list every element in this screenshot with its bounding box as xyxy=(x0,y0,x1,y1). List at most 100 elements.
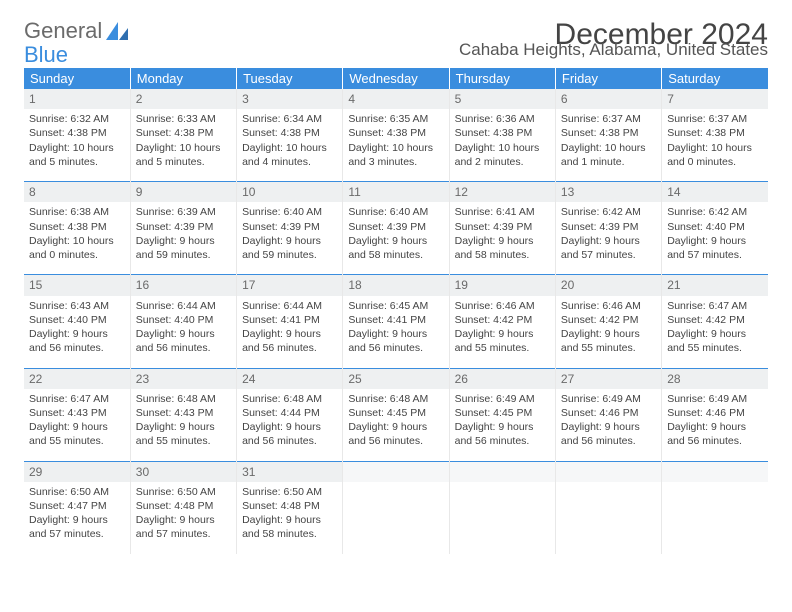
daylight-text: Daylight: 9 hours and 55 minutes. xyxy=(136,420,231,448)
calendar-day-cell: 31Sunrise: 6:50 AMSunset: 4:48 PMDayligh… xyxy=(237,461,343,554)
day-body: Sunrise: 6:49 AMSunset: 4:46 PMDaylight:… xyxy=(662,389,768,461)
day-body: Sunrise: 6:40 AMSunset: 4:39 PMDaylight:… xyxy=(343,202,448,274)
sunset-text: Sunset: 4:39 PM xyxy=(136,220,231,234)
calendar-day-cell: 22 Sunrise: 6:47 AMSunset: 4:43 PMDayligh… xyxy=(24,368,130,461)
day-number: 24 xyxy=(237,369,342,389)
day-number: 27 xyxy=(556,369,661,389)
sunrise-text: Sunrise: 6:47 AM xyxy=(667,299,763,313)
sunrise-text: Sunrise: 6:42 AM xyxy=(561,205,656,219)
day-number-empty: . xyxy=(343,462,448,482)
sunset-text: Sunset: 4:38 PM xyxy=(455,126,550,140)
day-number: 16 xyxy=(131,275,236,295)
sunrise-text: Sunrise: 6:44 AM xyxy=(136,299,231,313)
day-body: Sunrise: 6:41 AMSunset: 4:39 PMDaylight:… xyxy=(450,202,555,274)
day-number: 7 xyxy=(662,89,768,109)
calendar-day-cell: 29Sunrise: 6:50 AMSunset: 4:47 PMDayligh… xyxy=(24,461,130,554)
day-body: Sunrise: 6:45 AMSunset: 4:41 PMDaylight:… xyxy=(343,296,448,368)
daylight-text: Daylight: 9 hours and 55 minutes. xyxy=(455,327,550,355)
logo-sail-icon xyxy=(106,22,128,40)
daylight-text: Daylight: 10 hours and 1 minute. xyxy=(561,141,656,169)
day-number: 18 xyxy=(343,275,448,295)
calendar-day-cell: 9Sunrise: 6:39 AMSunset: 4:39 PMDaylight… xyxy=(130,182,236,275)
daylight-text: Daylight: 9 hours and 55 minutes. xyxy=(667,327,763,355)
day-number: 21 xyxy=(662,275,768,295)
sunrise-text: Sunrise: 6:42 AM xyxy=(667,205,763,219)
calendar-body: 1Sunrise: 6:32 AMSunset: 4:38 PMDaylight… xyxy=(24,89,768,554)
sunrise-text: Sunrise: 6:50 AM xyxy=(136,485,231,499)
sunrise-text: Sunrise: 6:47 AM xyxy=(29,392,125,406)
daylight-text: Daylight: 10 hours and 5 minutes. xyxy=(136,141,231,169)
day-number-empty: . xyxy=(556,462,661,482)
day-body: Sunrise: 6:43 AMSunset: 4:40 PMDaylight:… xyxy=(24,296,130,368)
sunrise-text: Sunrise: 6:40 AM xyxy=(348,205,443,219)
day-number: 13 xyxy=(556,182,661,202)
day-body: Sunrise: 6:46 AMSunset: 4:42 PMDaylight:… xyxy=(450,296,555,368)
calendar-day-cell: 3Sunrise: 6:34 AMSunset: 4:38 PMDaylight… xyxy=(237,89,343,182)
sunset-text: Sunset: 4:44 PM xyxy=(242,406,337,420)
sunrise-text: Sunrise: 6:41 AM xyxy=(455,205,550,219)
calendar-day-cell: . xyxy=(662,461,768,554)
day-body: Sunrise: 6:35 AMSunset: 4:38 PMDaylight:… xyxy=(343,109,448,181)
sunset-text: Sunset: 4:45 PM xyxy=(348,406,443,420)
sunset-text: Sunset: 4:40 PM xyxy=(667,220,763,234)
sunset-text: Sunset: 4:48 PM xyxy=(136,499,231,513)
sunset-text: Sunset: 4:47 PM xyxy=(29,499,125,513)
calendar-day-cell: 16Sunrise: 6:44 AMSunset: 4:40 PMDayligh… xyxy=(130,275,236,368)
day-body-empty xyxy=(343,482,448,554)
sunset-text: Sunset: 4:38 PM xyxy=(242,126,337,140)
day-number: 10 xyxy=(237,182,342,202)
day-body: Sunrise: 6:44 AMSunset: 4:40 PMDaylight:… xyxy=(131,296,236,368)
calendar-day-cell: 24Sunrise: 6:48 AMSunset: 4:44 PMDayligh… xyxy=(237,368,343,461)
sunrise-text: Sunrise: 6:32 AM xyxy=(29,112,125,126)
calendar-day-cell: 26Sunrise: 6:49 AMSunset: 4:45 PMDayligh… xyxy=(449,368,555,461)
calendar-day-cell: 6Sunrise: 6:37 AMSunset: 4:38 PMDaylight… xyxy=(555,89,661,182)
daylight-text: Daylight: 9 hours and 55 minutes. xyxy=(29,420,125,448)
day-number: 1 xyxy=(24,89,130,109)
calendar-day-cell: 18Sunrise: 6:45 AMSunset: 4:41 PMDayligh… xyxy=(343,275,449,368)
weekday-header: Monday xyxy=(130,68,236,89)
day-body: Sunrise: 6:33 AMSunset: 4:38 PMDaylight:… xyxy=(131,109,236,181)
daylight-text: Daylight: 9 hours and 57 minutes. xyxy=(561,234,656,262)
sunset-text: Sunset: 4:42 PM xyxy=(667,313,763,327)
calendar-header: SundayMondayTuesdayWednesdayThursdayFrid… xyxy=(24,68,768,89)
sunset-text: Sunset: 4:41 PM xyxy=(242,313,337,327)
calendar-day-cell: 28Sunrise: 6:49 AMSunset: 4:46 PMDayligh… xyxy=(662,368,768,461)
day-body: Sunrise: 6:42 AMSunset: 4:40 PMDaylight:… xyxy=(662,202,768,274)
day-number: 22 xyxy=(24,369,130,389)
sunrise-text: Sunrise: 6:48 AM xyxy=(242,392,337,406)
calendar-table: SundayMondayTuesdayWednesdayThursdayFrid… xyxy=(24,68,768,554)
day-body: Sunrise: 6:49 AMSunset: 4:46 PMDaylight:… xyxy=(556,389,661,461)
day-number: 19 xyxy=(450,275,555,295)
sunset-text: Sunset: 4:38 PM xyxy=(561,126,656,140)
day-body-empty xyxy=(450,482,555,554)
calendar-day-cell: 4Sunrise: 6:35 AMSunset: 4:38 PMDaylight… xyxy=(343,89,449,182)
sunset-text: Sunset: 4:46 PM xyxy=(667,406,763,420)
calendar-day-cell: 14Sunrise: 6:42 AMSunset: 4:40 PMDayligh… xyxy=(662,182,768,275)
day-number-empty: . xyxy=(450,462,555,482)
daylight-text: Daylight: 9 hours and 58 minutes. xyxy=(348,234,443,262)
sunrise-text: Sunrise: 6:50 AM xyxy=(242,485,337,499)
sunrise-text: Sunrise: 6:40 AM xyxy=(242,205,337,219)
daylight-text: Daylight: 9 hours and 57 minutes. xyxy=(29,513,125,541)
logo-word-2: Blue xyxy=(24,42,68,68)
day-body: Sunrise: 6:50 AMSunset: 4:47 PMDaylight:… xyxy=(24,482,130,554)
sunrise-text: Sunrise: 6:49 AM xyxy=(455,392,550,406)
daylight-text: Daylight: 9 hours and 56 minutes. xyxy=(455,420,550,448)
sunset-text: Sunset: 4:43 PM xyxy=(29,406,125,420)
calendar-day-cell: 8Sunrise: 6:38 AMSunset: 4:38 PMDaylight… xyxy=(24,182,130,275)
sunset-text: Sunset: 4:38 PM xyxy=(29,126,125,140)
calendar-week-row: 15Sunrise: 6:43 AMSunset: 4:40 PMDayligh… xyxy=(24,275,768,368)
logo-word-1: General xyxy=(24,18,102,44)
calendar-day-cell: 20Sunrise: 6:46 AMSunset: 4:42 PMDayligh… xyxy=(555,275,661,368)
weekday-header: Thursday xyxy=(449,68,555,89)
day-body: Sunrise: 6:48 AMSunset: 4:44 PMDaylight:… xyxy=(237,389,342,461)
daylight-text: Daylight: 9 hours and 56 minutes. xyxy=(242,327,337,355)
logo: General xyxy=(24,18,128,44)
day-number: 2 xyxy=(131,89,236,109)
day-number: 28 xyxy=(662,369,768,389)
day-number: 8 xyxy=(24,182,130,202)
daylight-text: Daylight: 10 hours and 5 minutes. xyxy=(29,141,125,169)
calendar-day-cell: 19Sunrise: 6:46 AMSunset: 4:42 PMDayligh… xyxy=(449,275,555,368)
day-number-empty: . xyxy=(662,462,768,482)
sunset-text: Sunset: 4:38 PM xyxy=(667,126,763,140)
